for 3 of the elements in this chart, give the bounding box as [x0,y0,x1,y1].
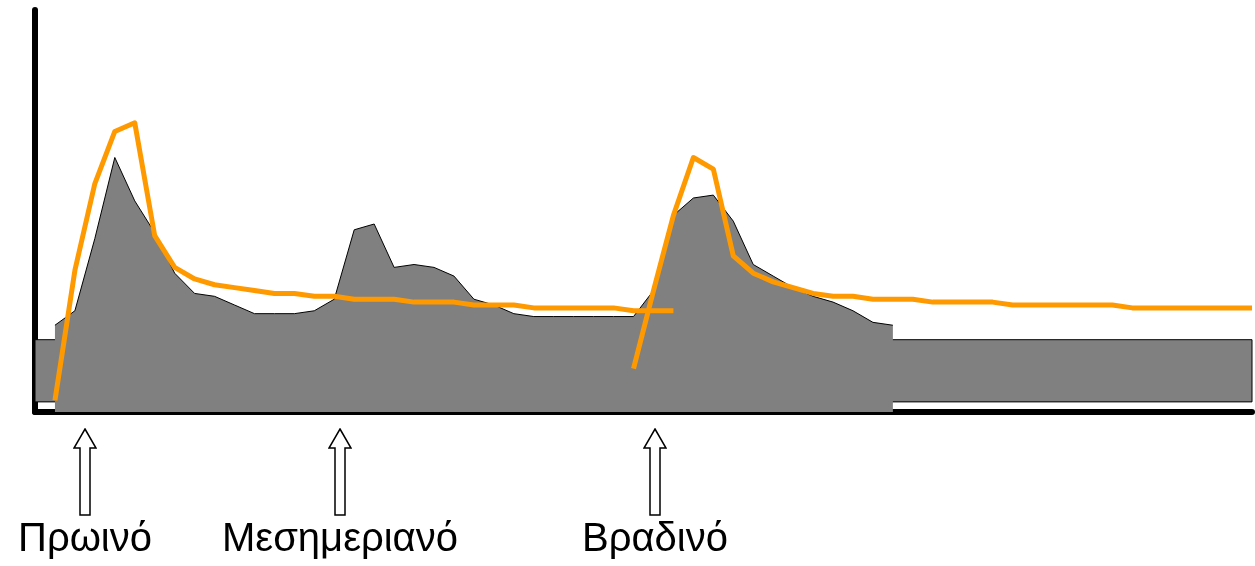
text: Πρωινό [17,515,153,560]
text: Μεσημεριανό [222,515,458,560]
text: Βραδινό [582,515,728,560]
